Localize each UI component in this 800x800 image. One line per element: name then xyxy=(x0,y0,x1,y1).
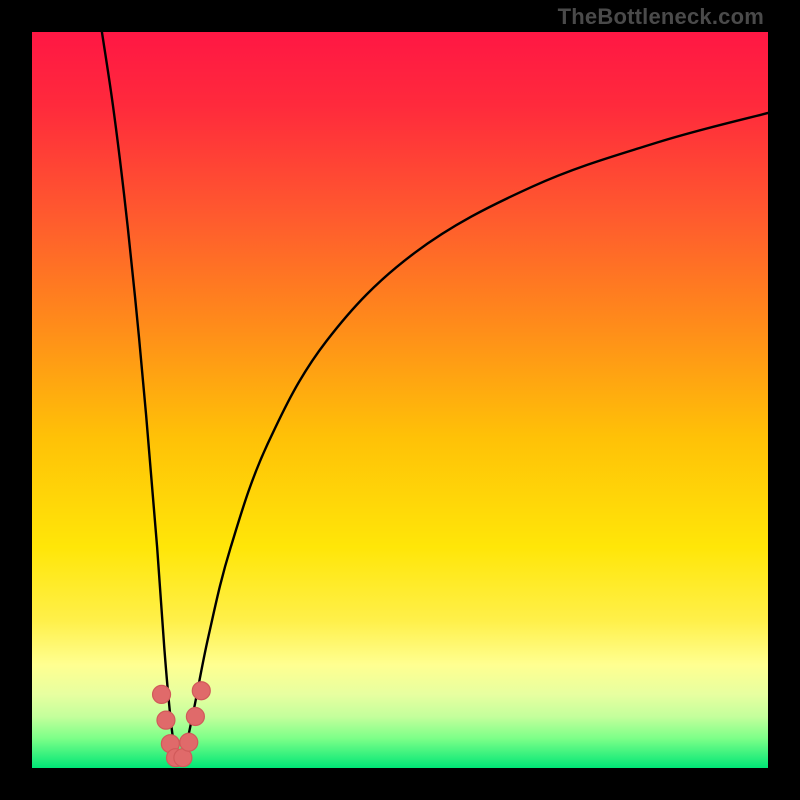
bottleneck-curve xyxy=(32,32,768,768)
plot-area xyxy=(32,32,768,768)
data-marker xyxy=(153,685,171,703)
data-marker xyxy=(157,711,175,729)
watermark-text: TheBottleneck.com xyxy=(558,4,764,30)
data-marker xyxy=(180,733,198,751)
data-marker xyxy=(192,682,210,700)
chart-frame: TheBottleneck.com xyxy=(0,0,800,800)
data-marker xyxy=(186,707,204,725)
